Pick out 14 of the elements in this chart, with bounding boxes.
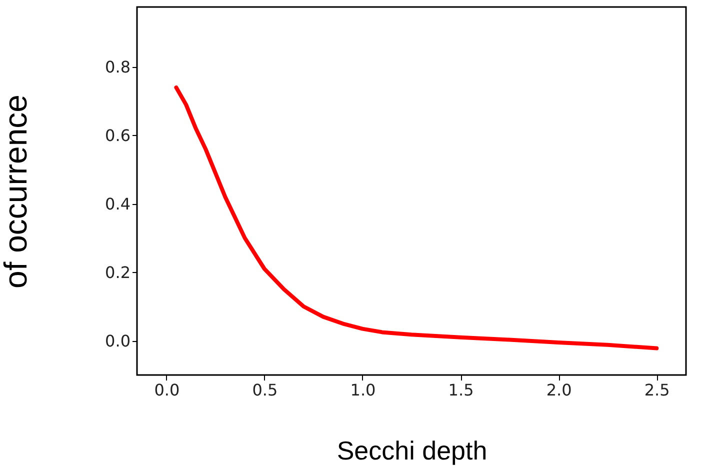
x-tick-label: 1.5 [448,380,474,400]
y-axis-title: of occurrence [0,94,34,288]
y-tick-label: 0.2 [105,262,130,282]
y-tick-label: 0.6 [105,126,130,145]
x-tick-label: 2.0 [546,380,572,400]
y-tick-label: 0.8 [105,57,130,76]
x-tick-label: 0.0 [154,380,180,400]
y-tick-label: 0.0 [105,331,130,350]
x-tick-label: 0.5 [252,380,278,400]
y-tick-label: 0.4 [105,194,130,214]
x-tick-label: 1.0 [350,380,376,400]
x-axis-title: Secchi depth [336,436,488,466]
x-tick-label: 2.5 [644,380,670,400]
line-series [174,85,659,350]
